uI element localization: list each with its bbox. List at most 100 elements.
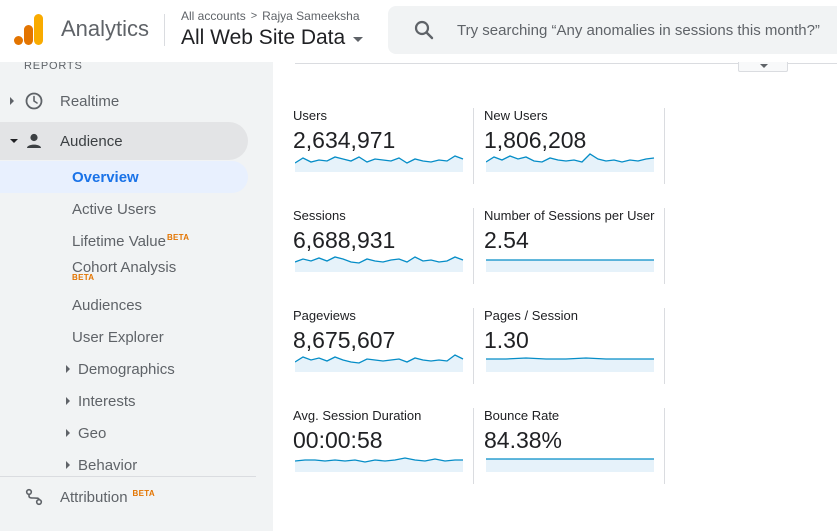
sidebar-item-label: Overview — [72, 168, 139, 186]
analytics-logo-icon[interactable] — [14, 14, 44, 46]
metric-tile[interactable]: Pages / Session 1.30 — [484, 308, 674, 384]
property-view-selector[interactable]: All Web Site Data — [181, 26, 364, 50]
collapse-arrow-icon[interactable] — [10, 139, 18, 143]
clock-icon — [25, 92, 43, 110]
expand-arrow-icon[interactable] — [66, 365, 70, 373]
expand-arrow-icon[interactable] — [66, 461, 70, 469]
sidebar-item-user-explorer[interactable]: User Explorer — [0, 321, 248, 353]
metric-value: 8,675,607 — [293, 327, 396, 353]
expand-panel-button[interactable] — [738, 62, 788, 72]
sparkline-area — [295, 257, 463, 272]
property-view-label: All Web Site Data — [181, 26, 346, 49]
sidebar: REPORTS Realtime Audience Overview Activ… — [0, 62, 273, 531]
metric-divider — [473, 408, 474, 484]
lifetime-value-text: Lifetime Value — [72, 232, 166, 250]
sidebar-item-label: Cohort Analysis — [72, 258, 177, 276]
metric-tile[interactable]: Number of Sessions per User 2.54 — [484, 208, 674, 284]
sidebar-item-label: Realtime — [60, 92, 120, 110]
sparkline-line — [486, 153, 655, 163]
sparkline-chart — [486, 153, 655, 172]
beta-badge: BETA — [166, 232, 190, 242]
sparkline-line — [295, 457, 463, 463]
sidebar-item-label: Audiences — [72, 296, 143, 314]
sparkline-chart — [486, 458, 654, 472]
sidebar-item-label: Active Users — [72, 200, 157, 218]
metric-name: New Users — [484, 108, 548, 123]
sidebar-item-demographics[interactable]: Demographics — [0, 353, 248, 385]
metric-value: 2.54 — [484, 227, 529, 253]
breadcrumb[interactable]: All accounts > Rajya Sameeksha — [181, 9, 360, 23]
metric-tile[interactable]: New Users 1,806,208 — [484, 108, 674, 184]
sidebar-item-label: Behavior — [78, 456, 138, 474]
metric-divider — [664, 108, 665, 184]
expand-arrow-icon[interactable] — [66, 397, 70, 405]
sparkline-area — [486, 358, 654, 372]
sidebar-item-label: Attribution BETA — [60, 489, 155, 506]
sidebar-item-label: User Explorer — [72, 328, 164, 346]
metric-divider — [473, 208, 474, 284]
sparkline-line — [295, 354, 464, 364]
sparkline-area — [486, 459, 654, 472]
search-input[interactable]: Try searching “Any anomalies in sessions… — [457, 22, 820, 39]
sidebar-divider — [0, 476, 256, 477]
sidebar-item-label: Demographics — [78, 360, 175, 378]
sidebar-item-behavior[interactable]: Behavior — [0, 449, 248, 481]
sidebar-item-interests[interactable]: Interests — [0, 385, 248, 417]
main-content: Users 2,634,971 New Users 1,806,208 Sessions… — [273, 62, 837, 531]
metric-value: 6,688,931 — [293, 227, 396, 253]
metric-tile[interactable]: Avg. Session Duration 00:00:58 — [293, 408, 483, 484]
sidebar-item-label: Lifetime ValueBETA — [72, 233, 189, 250]
expand-arrow-icon[interactable] — [66, 429, 70, 437]
sparkline-chart — [295, 256, 464, 272]
beta-badge: BETA — [72, 273, 95, 282]
sidebar-item-geo[interactable]: Geo — [0, 417, 248, 449]
metric-value: 1.30 — [484, 327, 529, 353]
breadcrumb-all-accounts[interactable]: All accounts — [181, 9, 246, 23]
sidebar-item-active-users[interactable]: Active Users — [0, 193, 248, 225]
metric-tile[interactable]: Sessions 6,688,931 — [293, 208, 483, 284]
search-bar[interactable]: Try searching “Any anomalies in sessions… — [388, 6, 837, 54]
header-divider — [164, 14, 165, 46]
sparkline-line — [295, 155, 464, 164]
sparkline-chart — [295, 155, 464, 172]
metric-tile[interactable]: Pageviews 8,675,607 — [293, 308, 483, 384]
reports-section-label: REPORTS — [24, 62, 83, 72]
sidebar-item-overview[interactable]: Overview — [0, 161, 248, 193]
metric-name: Bounce Rate — [484, 408, 560, 423]
sidebar-item-audiences[interactable]: Audiences — [0, 289, 248, 321]
sidebar-item-lifetime-value[interactable]: Lifetime ValueBETA — [0, 225, 248, 257]
sidebar-item-label: Interests — [78, 392, 136, 410]
metric-divider — [664, 208, 665, 284]
metric-divider — [664, 308, 665, 384]
metric-tile[interactable]: Users 2,634,971 — [293, 108, 483, 184]
metric-divider — [664, 408, 665, 484]
metric-divider — [473, 108, 474, 184]
top-header: Analytics All accounts > Rajya Sameeksha… — [0, 0, 837, 62]
sparkline-chart — [486, 357, 654, 372]
sidebar-item-audience[interactable]: Audience — [0, 122, 248, 160]
sidebar-item-label: Geo — [78, 424, 107, 442]
attribution-text: Attribution — [60, 488, 128, 506]
sparkline-area — [486, 260, 654, 272]
expand-arrow-icon[interactable] — [10, 97, 14, 105]
sidebar-item-realtime[interactable]: Realtime — [0, 82, 248, 120]
metric-name: Sessions — [293, 208, 346, 223]
metric-name: Number of Sessions per User — [484, 208, 655, 223]
sparkline-area — [295, 458, 463, 472]
breadcrumb-account[interactable]: Rajya Sameeksha — [262, 9, 360, 23]
metric-tile[interactable]: Bounce Rate 84.38% — [484, 408, 674, 484]
chevron-down-icon — [760, 64, 768, 68]
sidebar-item-cohort-analysis[interactable]: Cohort Analysis — [0, 251, 248, 283]
sparkline-area — [295, 156, 463, 172]
sidebar-item-attribution[interactable]: Attribution BETA — [0, 478, 248, 516]
metric-name: Users — [293, 108, 327, 123]
metric-value: 84.38% — [484, 427, 563, 453]
metric-name: Pages / Session — [484, 308, 578, 323]
beta-badge: BETA — [132, 488, 155, 498]
metric-divider — [473, 308, 474, 384]
attribution-icon — [25, 488, 43, 506]
breadcrumb-separator: > — [250, 10, 258, 22]
sparkline-chart — [295, 457, 463, 472]
sparkline-area — [295, 355, 463, 372]
sparkline-line — [486, 357, 654, 360]
